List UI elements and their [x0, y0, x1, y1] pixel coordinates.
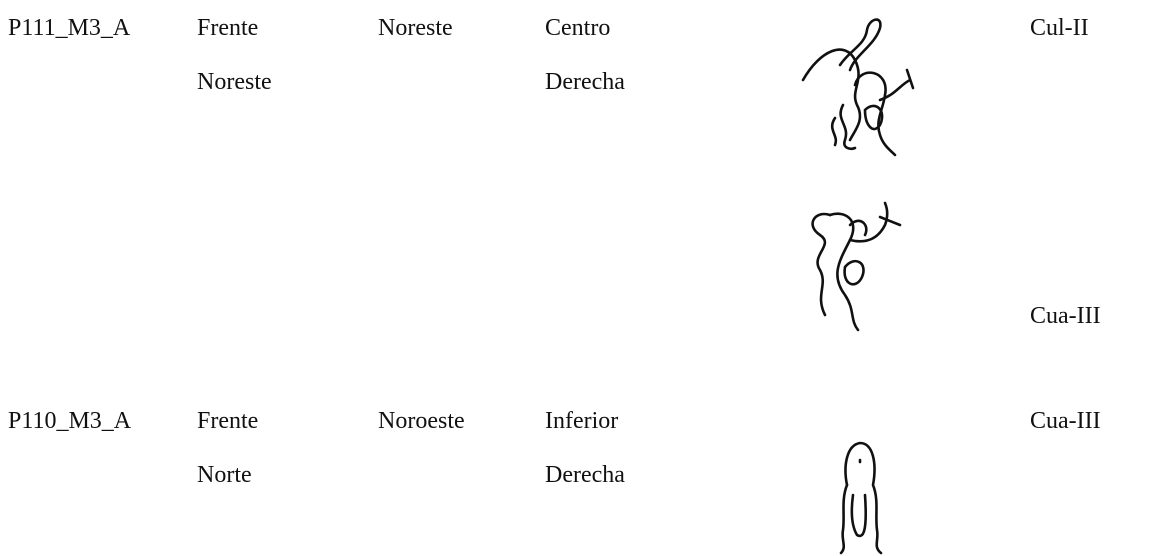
orientation: Noroeste	[378, 408, 465, 434]
figure-sketch	[801, 18, 915, 157]
row-id: P111_M3_A	[8, 15, 131, 41]
figure-sketch	[811, 201, 902, 332]
figure-type: Cua-III	[1030, 303, 1101, 329]
row-id: P110_M3_A	[8, 408, 132, 434]
position: Derecha	[545, 462, 625, 488]
figure-type: Cua-III	[1030, 408, 1101, 434]
figure-type: Cul-II	[1030, 15, 1089, 41]
orientation: Noreste	[378, 15, 453, 41]
position: Derecha	[545, 69, 625, 95]
position: Centro	[545, 15, 611, 41]
face: Norte	[197, 462, 252, 488]
figure-sketch	[839, 441, 883, 555]
face: Frente	[197, 15, 259, 41]
position: Inferior	[545, 408, 619, 434]
face: Frente	[197, 408, 259, 434]
face: Noreste	[197, 69, 272, 95]
